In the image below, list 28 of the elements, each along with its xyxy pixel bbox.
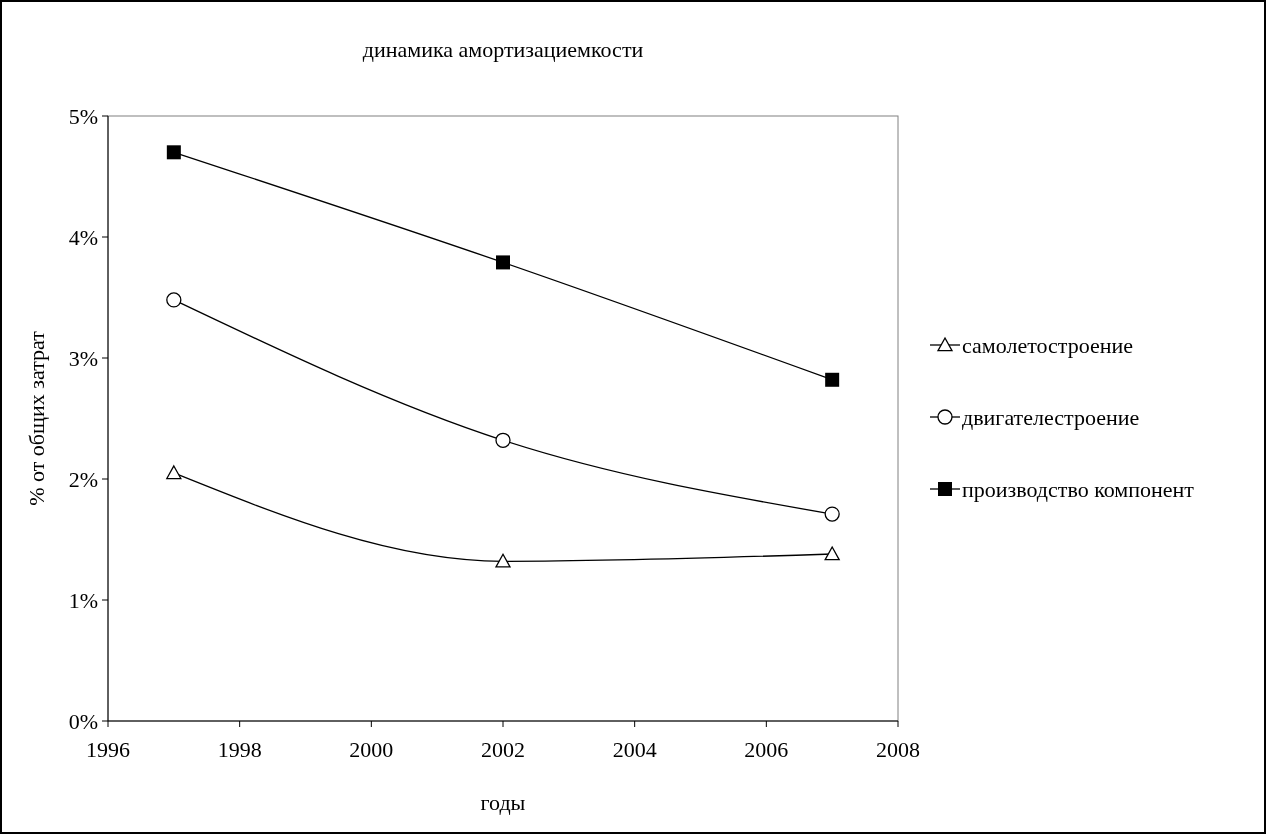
point	[166, 145, 181, 160]
legend-label: производство компонент	[962, 476, 1195, 502]
point	[496, 255, 510, 270]
y-tick-label: 4%	[68, 224, 98, 250]
point	[166, 465, 182, 480]
y-tick-label: 1%	[68, 587, 98, 613]
chart-title: динамика амортизациемкости	[362, 37, 644, 62]
x-tick-label: 2000	[349, 737, 394, 762]
y-tick-label: 3%	[68, 345, 98, 371]
x-axis-title: годы	[480, 790, 526, 815]
point	[495, 432, 511, 448]
x-tick-label: 2006	[744, 737, 789, 762]
point	[825, 372, 840, 387]
y-tick-label: 2%	[68, 466, 98, 492]
y-tick-label: 0%	[68, 708, 98, 734]
legend-label: самолетостроение	[962, 332, 1134, 358]
point	[824, 546, 840, 561]
x-tick-label: 1996	[86, 737, 130, 762]
x-tick-label: 2004	[612, 737, 657, 762]
point	[824, 506, 840, 522]
point	[166, 292, 182, 308]
x-tick-label: 2002	[481, 737, 525, 762]
point	[495, 553, 511, 568]
y-axis-title: % от общих затрат	[24, 330, 49, 506]
legend-label: двигателестроение	[962, 404, 1140, 430]
y-tick-label: 5%	[68, 103, 98, 129]
x-tick-label: 2008	[876, 737, 920, 762]
x-tick-label: 1998	[217, 737, 262, 762]
